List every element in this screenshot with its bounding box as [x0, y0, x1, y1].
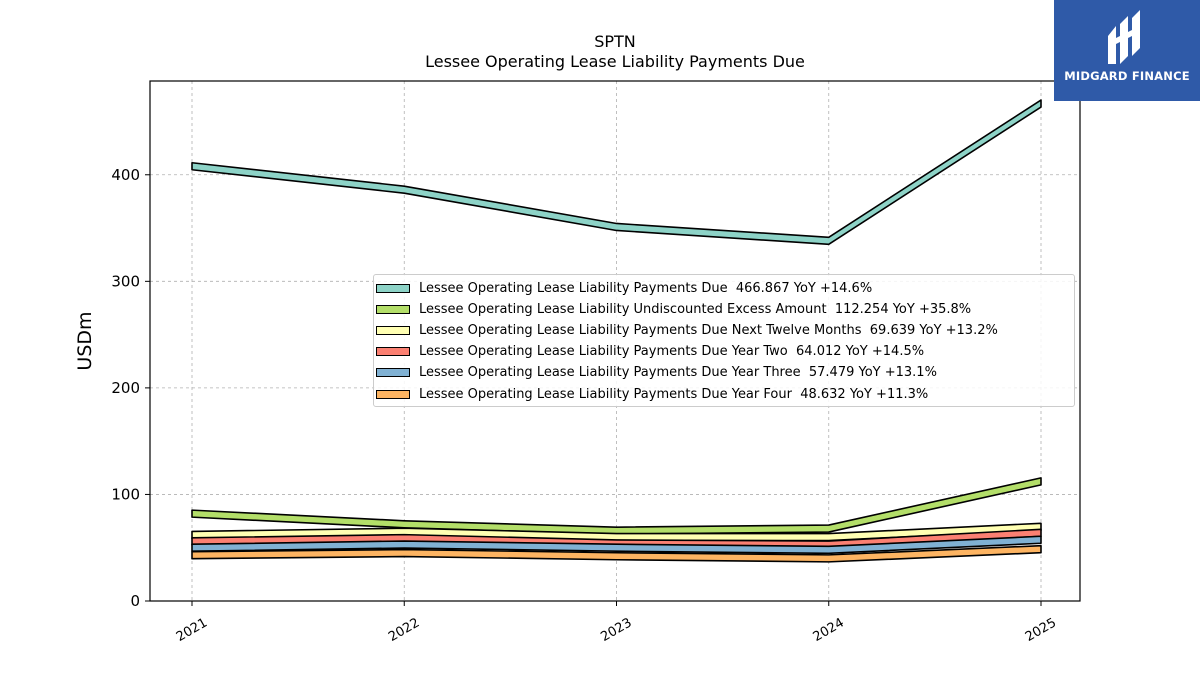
legend-label: Lessee Operating Lease Liability Payment…: [419, 280, 873, 296]
legend-item: Lessee Operating Lease Liability Payment…: [376, 364, 937, 382]
x-tick-label: 2021: [174, 615, 210, 645]
plot-frame: [149, 80, 1081, 602]
legend-label: Lessee Operating Lease Liability Undisco…: [419, 301, 972, 317]
series-line-1: [191, 99, 1042, 246]
chart-title: SPTN: [594, 32, 636, 51]
legend-label: Lessee Operating Lease Liability Payment…: [419, 344, 925, 360]
legend: Lessee Operating Lease Liability Payment…: [373, 274, 1075, 407]
series-layer: [191, 99, 1042, 563]
legend-item: Lessee Operating Lease Liability Payment…: [376, 279, 872, 297]
brand-logo: MIDGARD FINANCE: [1054, 0, 1200, 101]
chart-subtitle: Lessee Operating Lease Liability Payment…: [425, 52, 805, 71]
legend-swatch: [376, 368, 410, 378]
brand-name: MIDGARD FINANCE: [1064, 69, 1190, 83]
x-tick-label: 2024: [811, 615, 847, 645]
series-line-6: [191, 544, 1042, 563]
y-tick-label: 0: [130, 592, 140, 610]
y-tick-label: 200: [111, 379, 140, 397]
legend-item: Lessee Operating Lease Liability Payment…: [376, 343, 924, 361]
legend-swatch: [376, 304, 410, 314]
brand-mark-icon: [1108, 10, 1140, 64]
legend-label: Lessee Operating Lease Liability Payment…: [419, 365, 937, 381]
legend-item: Lessee Operating Lease Liability Payment…: [376, 385, 928, 403]
legend-item: Lessee Operating Lease Liability Undisco…: [376, 300, 971, 318]
series-line-2: [191, 477, 1042, 535]
series-line-5: [191, 535, 1042, 555]
x-tick-label: 2022: [386, 615, 422, 645]
legend-item: Lessee Operating Lease Liability Payment…: [376, 321, 998, 339]
legend-label: Lessee Operating Lease Liability Payment…: [419, 322, 998, 338]
x-tick-label: 2023: [598, 615, 634, 645]
legend-label: Lessee Operating Lease Liability Payment…: [419, 386, 929, 402]
legend-swatch: [376, 347, 410, 357]
y-axis-ticks: 0 100 200 300 400: [111, 166, 150, 610]
legend-swatch: [376, 389, 410, 399]
y-tick-label: 400: [111, 166, 140, 184]
x-tick-label: 2025: [1023, 615, 1059, 645]
x-axis-ticks: 2021 2022 2023 2024 2025: [174, 601, 1059, 645]
legend-swatch: [376, 283, 410, 293]
y-tick-label: 300: [111, 272, 140, 290]
legend-swatch: [376, 325, 410, 335]
y-axis-label: USDm: [74, 311, 96, 370]
y-tick-label: 100: [111, 485, 140, 503]
